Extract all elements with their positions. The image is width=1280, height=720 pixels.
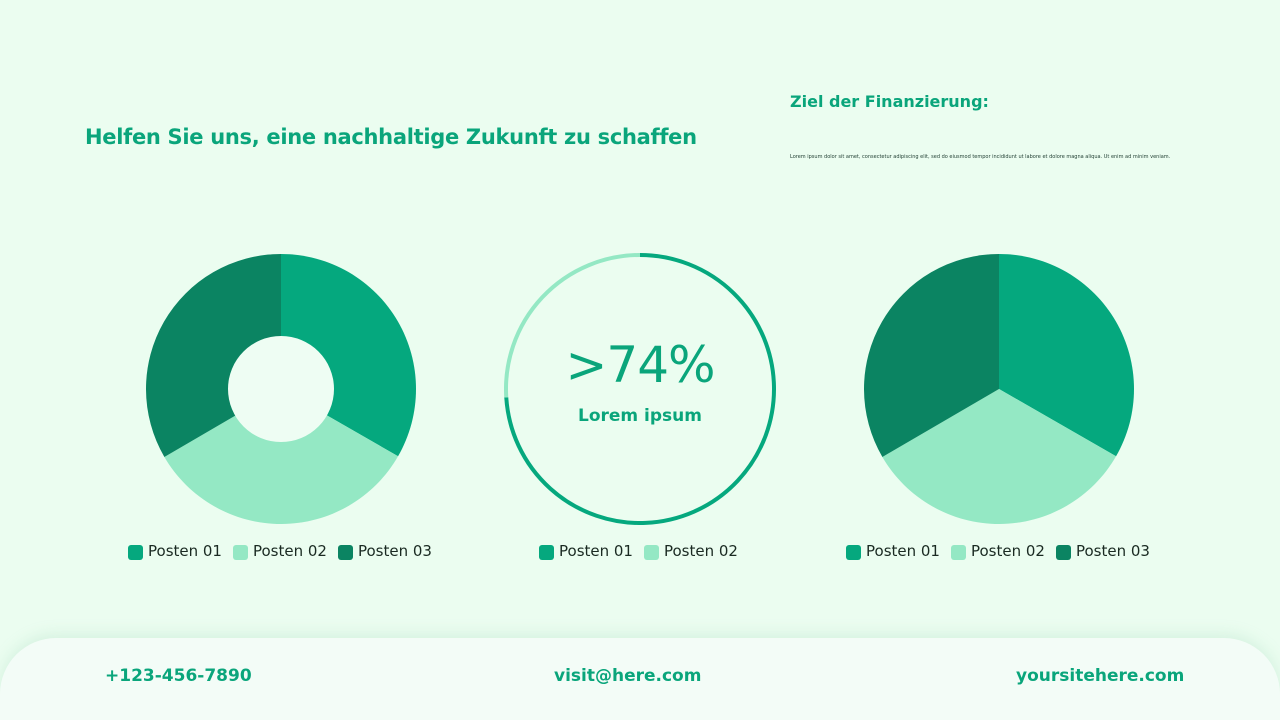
legend-item-posten-01: Posten 01: [128, 542, 222, 560]
legend-label: Posten 02: [663, 542, 738, 560]
legend-label: Posten 02: [252, 542, 327, 560]
pie-chart-svg: [864, 254, 1134, 524]
pie-slice-3: [864, 254, 999, 457]
footer-phone[interactable]: +123-456-7890: [105, 666, 252, 686]
legend-label: Posten 03: [1075, 542, 1150, 560]
footer-website-link[interactable]: yoursitehere.com: [1016, 666, 1185, 686]
progress-label: Lorem ipsum: [578, 406, 702, 426]
footer-bar: [0, 638, 1280, 720]
ring-arc-1: [504, 253, 776, 525]
legend-swatch-primary: [128, 545, 143, 560]
pie-chart: [863, 253, 1135, 525]
progress-ring-chart: >74% Lorem ipsum: [504, 253, 776, 525]
legend-swatch-light: [643, 545, 659, 560]
funding-goal-title: Ziel der Finanzierung:: [790, 92, 989, 111]
funding-goal-description: Lorem ipsum dolor sit amet, consectetur …: [790, 154, 1171, 160]
progress-ring-center: >74% Lorem ipsum: [504, 253, 776, 525]
progress-legend: Posten 01 Posten 02: [539, 542, 738, 560]
donut-chart-svg: [146, 254, 416, 524]
pie-legend: Posten 01 Posten 02 Posten 03: [846, 542, 1150, 560]
legend-item-posten-03: Posten 03: [1055, 542, 1150, 560]
legend-swatch-light: [950, 545, 966, 560]
progress-ring-svg: [504, 253, 776, 525]
legend-item-posten-02: Posten 02: [950, 542, 1045, 560]
legend-swatch-primary: [846, 545, 861, 560]
legend-swatch-light: [232, 545, 248, 560]
legend-item-posten-02: Posten 02: [643, 542, 738, 560]
legend-swatch-dark: [1055, 545, 1071, 560]
legend-item-posten-02: Posten 02: [232, 542, 327, 560]
legend-swatch-primary: [539, 545, 554, 560]
legend-item-posten-01: Posten 01: [539, 542, 633, 560]
pie-slice-1: [999, 254, 1134, 457]
legend-swatch-dark: [337, 545, 353, 560]
legend-label: Posten 01: [866, 542, 940, 560]
progress-value: >74%: [565, 336, 715, 394]
donut-hole: [228, 336, 334, 442]
pie-slice-2: [882, 389, 1117, 524]
ring-arc-2: [504, 253, 641, 398]
pie-slice-2: [164, 389, 399, 524]
legend-label: Posten 01: [148, 542, 222, 560]
legend-item-posten-01: Posten 01: [846, 542, 940, 560]
donut-legend: Posten 01 Posten 02 Posten 03: [128, 542, 432, 560]
legend-label: Posten 01: [559, 542, 633, 560]
donut-chart: [145, 253, 417, 525]
legend-label: Posten 02: [970, 542, 1045, 560]
legend-label: Posten 03: [357, 542, 432, 560]
page-headline: Helfen Sie uns, eine nachhaltige Zukunft…: [85, 125, 697, 149]
legend-item-posten-03: Posten 03: [337, 542, 432, 560]
footer-email-link[interactable]: visit@here.com: [554, 666, 702, 686]
